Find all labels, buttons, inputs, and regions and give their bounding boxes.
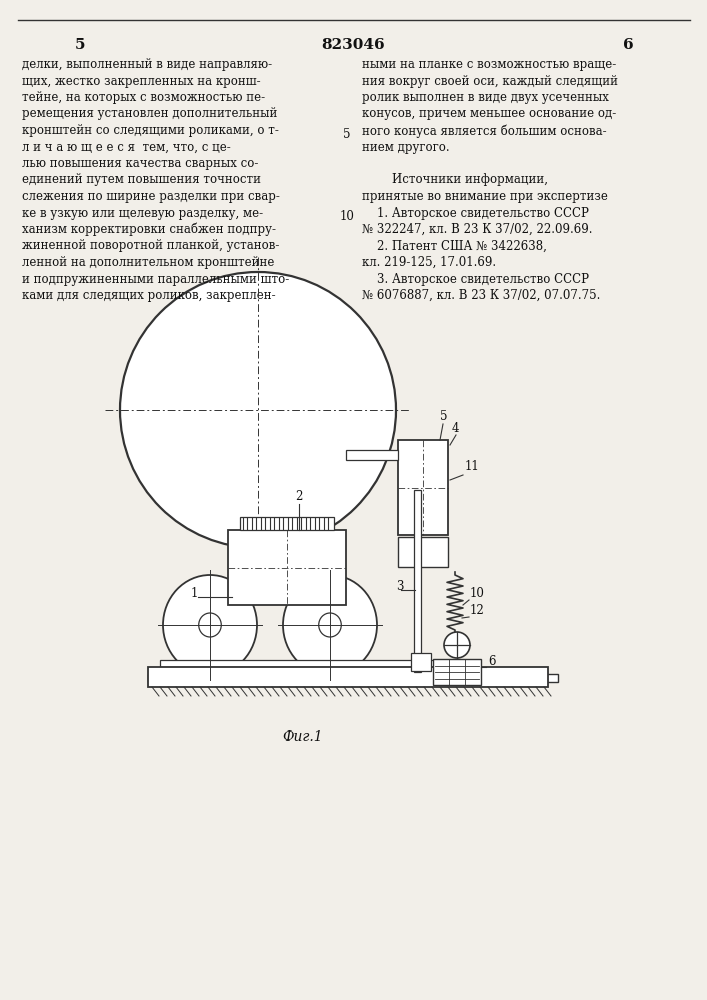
Text: единений путем повышения точности: единений путем повышения точности [22,174,261,186]
Text: ния вокруг своей оси, каждый следящий: ния вокруг своей оси, каждый следящий [362,75,618,88]
Text: л и ч а ю щ е е с я  тем, что, с це-: л и ч а ю щ е е с я тем, что, с це- [22,140,230,153]
Text: тейне, на которых с возможностью пе-: тейне, на которых с возможностью пе- [22,91,265,104]
Text: кронштейн со следящими роликами, о т-: кронштейн со следящими роликами, о т- [22,124,279,137]
Text: слежения по ширине разделки при свар-: слежения по ширине разделки при свар- [22,190,280,203]
Text: 5: 5 [440,410,448,423]
Text: кл. 219-125, 17.01.69.: кл. 219-125, 17.01.69. [362,256,496,269]
Text: 6: 6 [623,38,633,52]
Ellipse shape [120,272,396,548]
Text: 10: 10 [339,211,354,224]
Text: ленной на дополнительном кронштейне: ленной на дополнительном кронштейне [22,256,274,269]
Text: 4: 4 [452,422,460,435]
Text: ными на планке с возможностью враще-: ными на планке с возможностью враще- [362,58,617,71]
Text: и подпружиненными параллельными што-: и подпружиненными параллельными што- [22,272,289,286]
Text: жиненной поворотной планкой, установ-: жиненной поворотной планкой, установ- [22,239,279,252]
Bar [433,659,481,685]
Text: 1. Авторское свидетельство СССР: 1. Авторское свидетельство СССР [362,207,589,220]
Text: принятые во внимание при экспертизе: принятые во внимание при экспертизе [362,190,608,203]
Bar [228,530,346,605]
Text: 3: 3 [396,580,404,593]
Bar [160,660,440,667]
Text: лью повышения качества сварных со-: лью повышения качества сварных со- [22,157,258,170]
Text: 823046: 823046 [321,38,385,52]
Bar [411,653,431,671]
Text: 5: 5 [344,128,351,141]
Ellipse shape [283,575,377,675]
Text: ханизм корректировки снабжен подпру-: ханизм корректировки снабжен подпру- [22,223,276,236]
Bar [148,667,548,687]
Bar [346,450,398,460]
Text: 6: 6 [488,655,496,668]
Text: конусов, причем меньшее основание од-: конусов, причем меньшее основание од- [362,107,617,120]
Circle shape [444,632,470,658]
Text: ке в узкую или щелевую разделку, ме-: ке в узкую или щелевую разделку, ме- [22,207,263,220]
Ellipse shape [199,613,221,637]
Text: 12: 12 [470,604,485,617]
Bar [240,517,334,530]
Text: Источники информации,: Источники информации, [362,174,548,186]
Text: щих, жестко закрепленных на кронш-: щих, жестко закрепленных на кронш- [22,75,261,88]
Ellipse shape [163,575,257,675]
Text: ремещения установлен дополнительный: ремещения установлен дополнительный [22,107,277,120]
Text: 5: 5 [75,38,86,52]
Text: ролик выполнен в виде двух усеченных: ролик выполнен в виде двух усеченных [362,91,609,104]
Text: 11: 11 [465,460,480,473]
Bar [398,537,448,567]
Text: 3. Авторское свидетельство СССР: 3. Авторское свидетельство СССР [362,272,589,286]
Text: нием другого.: нием другого. [362,140,450,153]
Text: 1: 1 [191,587,199,600]
Text: № 6076887, кл. В 23 К 37/02, 07.07.75.: № 6076887, кл. В 23 К 37/02, 07.07.75. [362,289,600,302]
Ellipse shape [319,613,341,637]
Text: 2. Патент США № 3422638,: 2. Патент США № 3422638, [362,239,547,252]
Text: ного конуса является большим основа-: ного конуса является большим основа- [362,124,607,137]
Bar [148,674,558,682]
Bar [414,490,421,672]
Text: Фиг.1: Фиг.1 [283,730,323,744]
Text: делки, выполненный в виде направляю-: делки, выполненный в виде направляю- [22,58,272,71]
Text: 2: 2 [295,490,303,503]
Text: 10: 10 [470,587,485,600]
Bar [398,440,448,535]
Text: ками для следящих роликов, закреплен-: ками для следящих роликов, закреплен- [22,289,276,302]
Text: № 322247, кл. В 23 К 37/02, 22.09.69.: № 322247, кл. В 23 К 37/02, 22.09.69. [362,223,592,236]
